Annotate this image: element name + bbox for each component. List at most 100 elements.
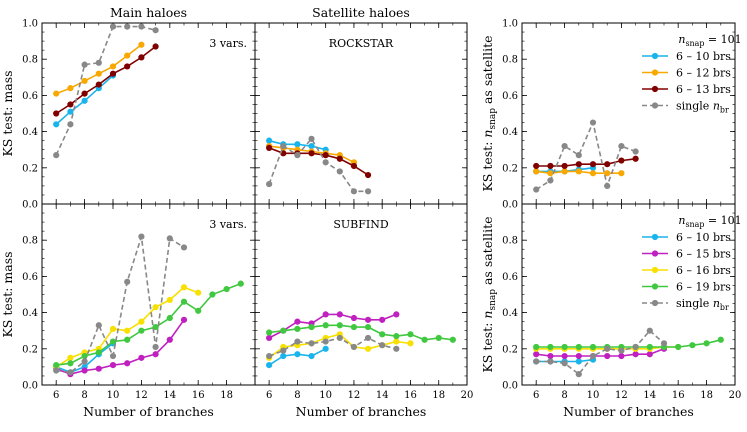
x-axis-label: Number of branches <box>83 404 214 419</box>
series-line-4 <box>536 329 665 376</box>
panel-sat_count_rockstar: 0.0 0.2 0.4 0.6 0.8 1.0 KS test: nsnap as sate… <box>480 19 742 211</box>
series-point <box>294 152 301 159</box>
series-point <box>379 316 386 323</box>
series-point <box>646 343 653 351</box>
series-point <box>81 367 88 374</box>
series-point <box>152 323 159 331</box>
series-point <box>547 358 554 365</box>
series-point <box>660 340 668 347</box>
x-tick-label: 10 <box>587 390 600 401</box>
series-point <box>618 157 625 164</box>
series-point <box>604 352 611 360</box>
x-tick-label: 8 <box>561 390 567 401</box>
x-tick-label: 16 <box>192 390 205 401</box>
series-point <box>67 85 74 92</box>
y-tick-label: 0.8 <box>22 236 38 247</box>
series-point <box>266 137 273 144</box>
series-point <box>618 347 625 354</box>
x-tick-label: 6 <box>533 390 539 401</box>
series-point <box>95 70 102 77</box>
series-point <box>67 369 74 376</box>
legend-entry: single nbr <box>676 297 729 312</box>
series-point <box>322 322 329 329</box>
series-point <box>336 155 343 162</box>
series-point <box>152 351 159 358</box>
series-group <box>53 233 244 378</box>
series-point <box>336 334 343 342</box>
series-point <box>195 307 202 314</box>
legend-entry: 6 – 12 brs <box>676 67 731 80</box>
series-point <box>336 168 343 175</box>
y-tick-label: 1.0 <box>22 19 38 30</box>
y-tick-label: 0.8 <box>502 55 518 66</box>
series-point <box>166 235 173 242</box>
series-group <box>533 327 724 378</box>
series-point <box>266 361 273 369</box>
series-point <box>364 316 372 323</box>
legend-entry: 6 – 15 brs <box>676 248 731 261</box>
y-tick-label: 0.6 <box>502 91 518 102</box>
series-point <box>547 343 554 351</box>
series-point <box>266 334 273 342</box>
x-tick-label: 12 <box>348 390 361 401</box>
series-point <box>703 340 710 347</box>
series-point <box>67 108 74 115</box>
legend-title: nsnap = 101 <box>678 214 741 229</box>
series-point <box>364 188 372 195</box>
series-point <box>81 358 88 365</box>
series-point <box>435 334 442 342</box>
series-point <box>138 54 145 61</box>
series-point <box>589 170 597 177</box>
series-line-4 <box>56 236 185 374</box>
series-point <box>195 289 202 296</box>
series-point <box>180 298 188 305</box>
series-point <box>533 343 540 351</box>
series-point <box>364 334 372 342</box>
series-line-1 <box>268 313 397 339</box>
series-point <box>632 343 639 351</box>
series-point <box>109 70 117 77</box>
legend-entry: 6 – 16 brs <box>676 264 731 277</box>
legend-marker <box>651 52 659 60</box>
series-point <box>547 162 554 170</box>
legend-entry: 6 – 10 brs <box>676 231 731 244</box>
x-tick-label: 16 <box>404 390 417 401</box>
series-point <box>547 352 554 360</box>
series-point <box>393 311 400 318</box>
series-point <box>575 371 582 378</box>
series-point <box>604 345 611 352</box>
series-point <box>81 61 88 68</box>
series-point <box>308 142 315 150</box>
series-point <box>308 323 315 331</box>
panel-annotation: SUBFIND <box>333 218 388 231</box>
series-point <box>533 351 540 358</box>
series-point <box>209 291 216 298</box>
series-point <box>280 352 287 360</box>
series-point <box>138 318 145 325</box>
series-point <box>266 329 273 336</box>
series-point <box>561 343 568 351</box>
y-tick-label: 0.0 <box>502 381 518 392</box>
series-point <box>294 338 301 345</box>
series-point <box>547 177 554 184</box>
y-tick-label: 0.0 <box>502 200 518 211</box>
legend-entry: 6 – 19 brs <box>676 281 731 294</box>
series-point <box>109 338 117 345</box>
series-point <box>533 168 540 175</box>
x-tick-label: 18 <box>432 390 445 401</box>
x-tick-label: 14 <box>163 390 176 401</box>
series-point <box>109 23 117 30</box>
series-point <box>81 97 88 104</box>
x-tick-label: 16 <box>672 390 685 401</box>
series-line-1 <box>55 319 185 375</box>
series-line-4 <box>268 336 397 357</box>
series-point <box>280 327 287 334</box>
series-point <box>379 342 386 349</box>
series-point <box>53 110 60 117</box>
panel-sat_rockstar: Satellite haloes ROCKSTAR <box>254 5 468 205</box>
series-point <box>166 314 173 322</box>
series-point <box>237 280 244 287</box>
series-point <box>124 63 131 70</box>
series-point <box>589 352 597 360</box>
